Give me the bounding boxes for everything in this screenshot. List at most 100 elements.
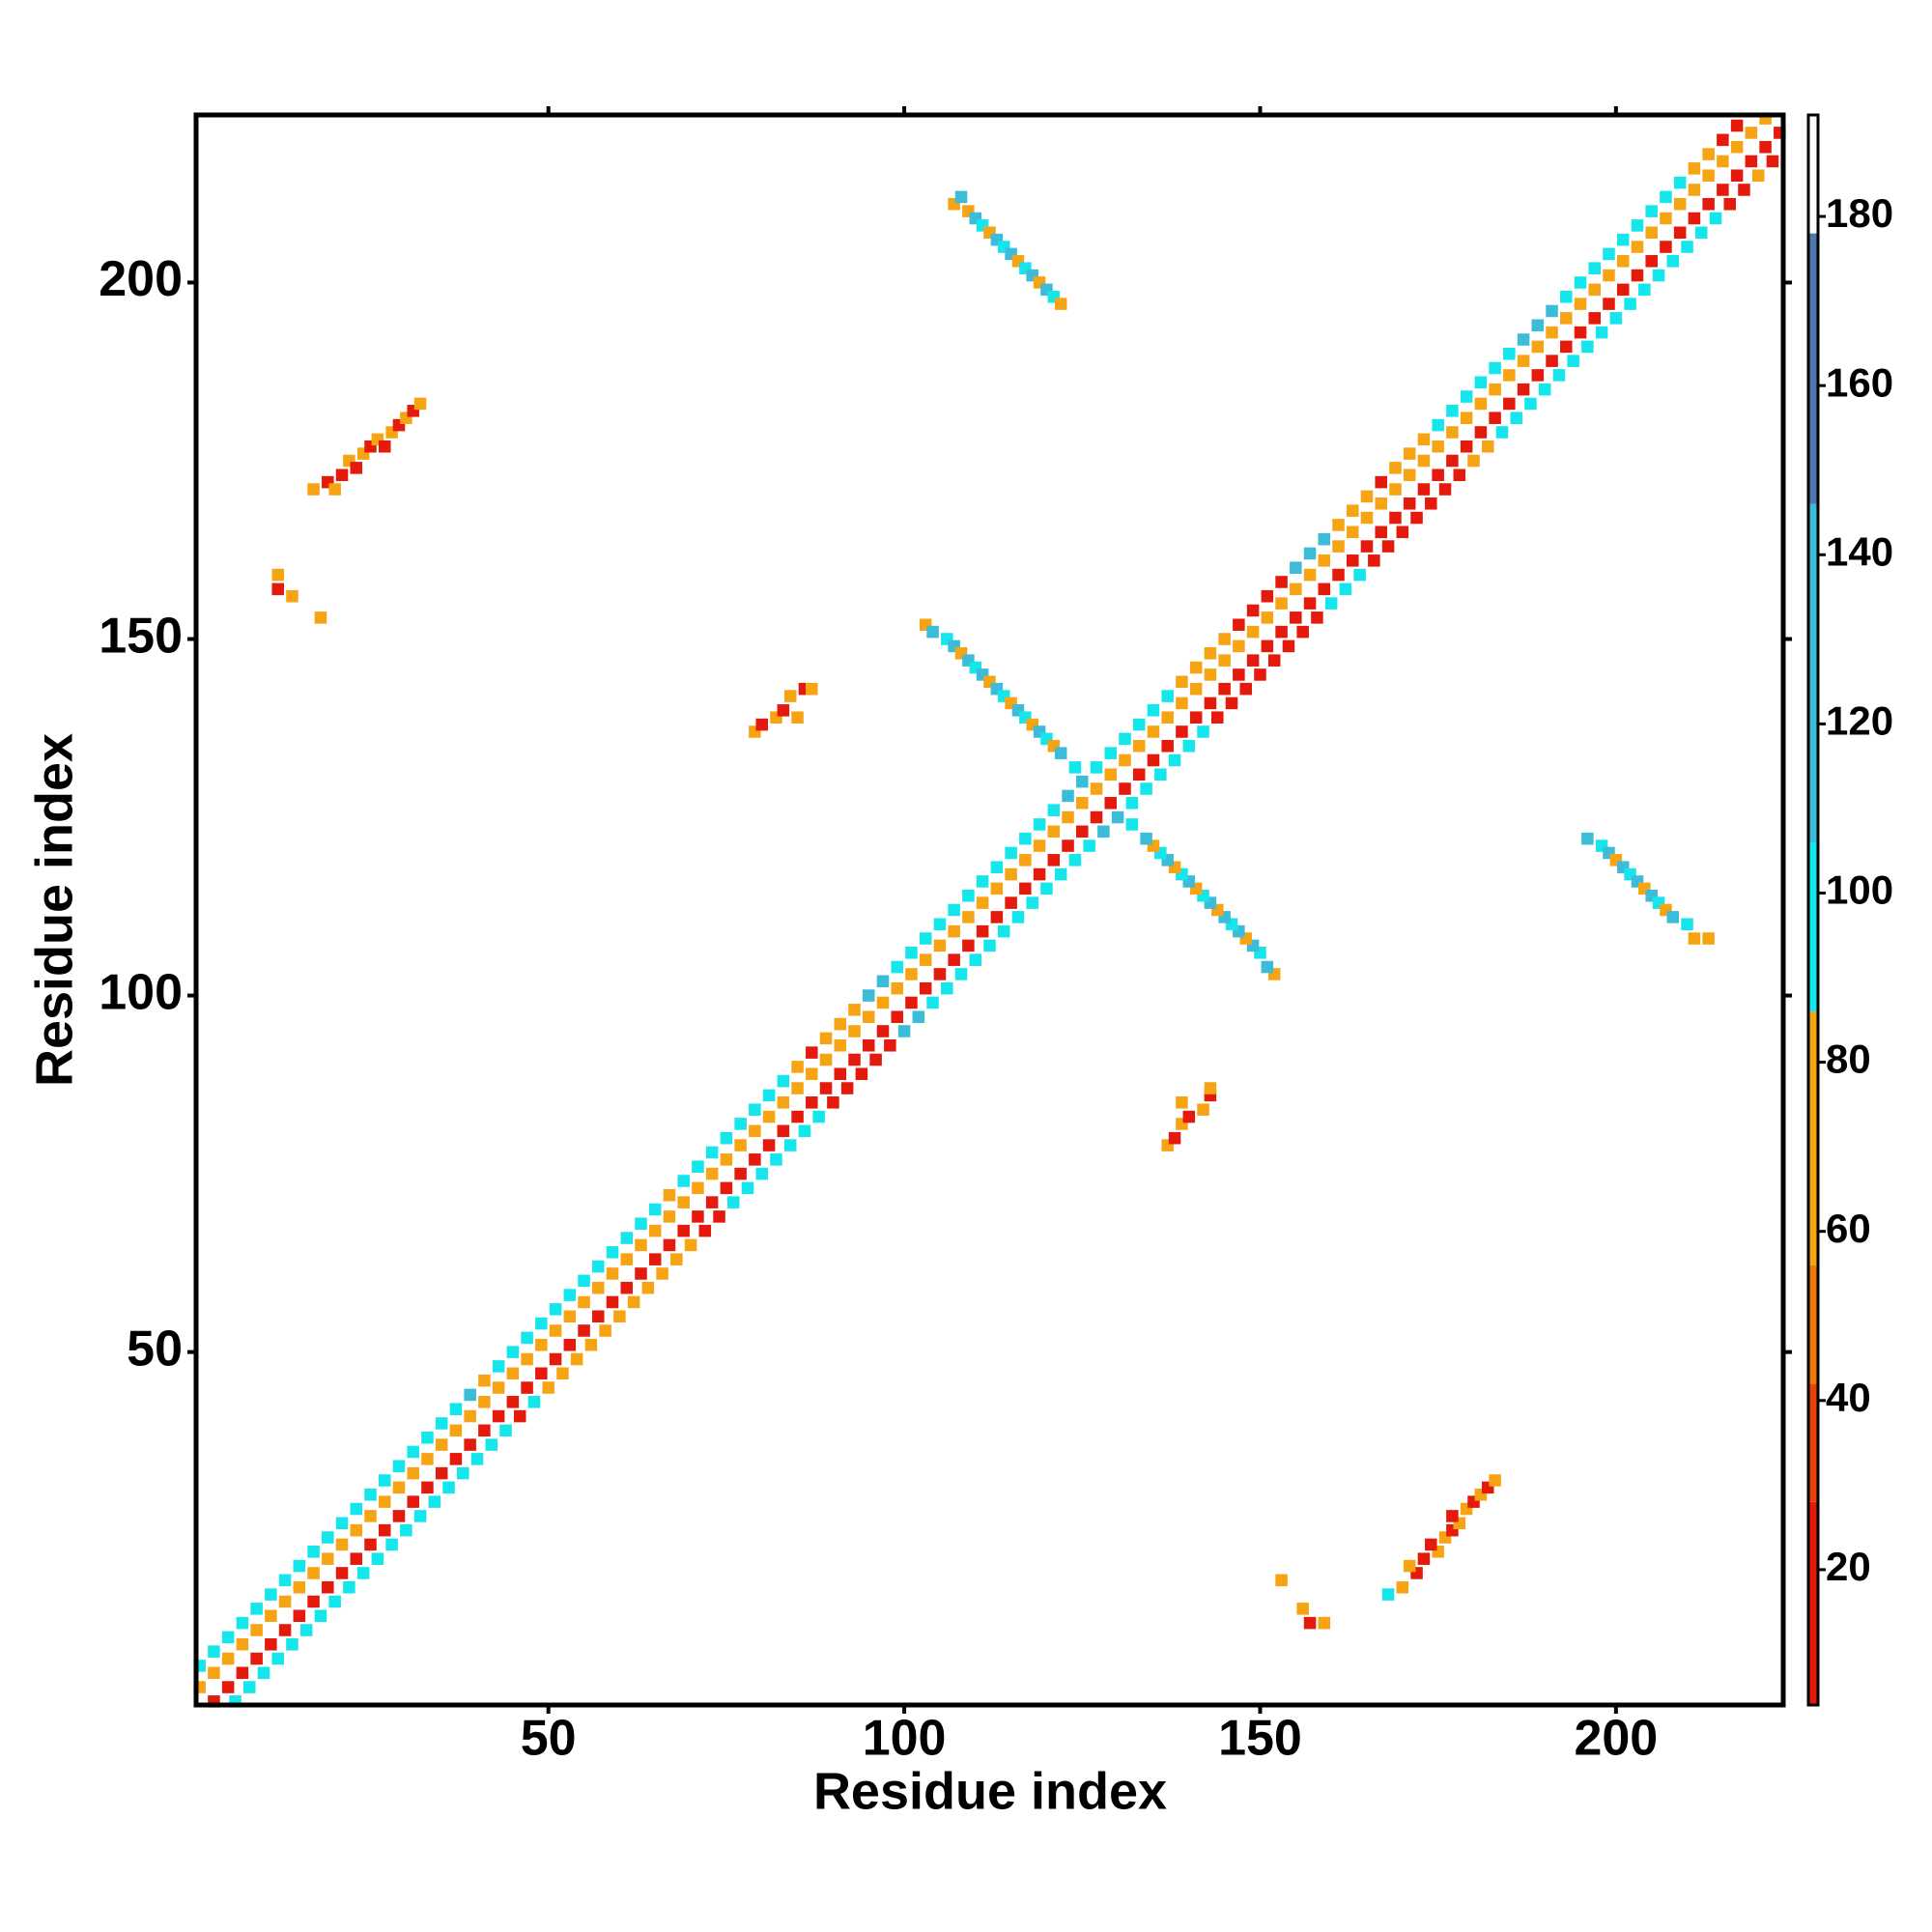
colorbar-tick-label: 180 xyxy=(1826,190,1893,236)
heatmap-cell xyxy=(549,1303,562,1316)
heatmap-cell xyxy=(1375,526,1387,539)
heatmap-cell xyxy=(1011,911,1025,923)
heatmap-cell xyxy=(891,981,903,995)
heatmap-cell xyxy=(478,1424,491,1437)
heatmap-cell xyxy=(250,1603,263,1615)
heatmap-cell xyxy=(1645,226,1658,240)
heatmap-cell xyxy=(1574,276,1587,289)
heatmap-cell xyxy=(1189,711,1203,724)
heatmap-cell xyxy=(335,469,349,482)
heatmap-cell xyxy=(1218,682,1231,696)
colorbar-segment xyxy=(1808,1383,1818,1502)
heatmap-cell xyxy=(549,1324,562,1337)
heatmap-cell xyxy=(891,960,903,974)
heatmap-cell xyxy=(535,1338,548,1351)
heatmap-cell xyxy=(1303,568,1317,582)
heatmap-cell xyxy=(762,1139,776,1151)
heatmap-cell xyxy=(271,1652,284,1665)
heatmap-cell xyxy=(1054,867,1067,881)
heatmap-cell xyxy=(299,1624,313,1636)
heatmap-cell xyxy=(791,1110,804,1123)
heatmap-cell xyxy=(521,1331,533,1345)
heatmap-cell xyxy=(1446,454,1459,468)
heatmap-cell xyxy=(1161,739,1174,753)
heatmap-cell xyxy=(635,1238,647,1252)
heatmap-cell xyxy=(1417,454,1431,468)
heatmap-cell xyxy=(1303,1616,1317,1630)
heatmap-cell xyxy=(620,1281,634,1294)
heatmap-cell xyxy=(378,440,391,453)
heatmap-cell xyxy=(236,1637,249,1651)
heatmap-cell xyxy=(350,1552,363,1565)
heatmap-cell xyxy=(783,690,797,702)
heatmap-cell xyxy=(1688,162,1701,175)
x-tick-label: 150 xyxy=(1218,1711,1302,1767)
heatmap-cell xyxy=(1666,911,1680,923)
y-tick-label: 50 xyxy=(127,1321,183,1377)
heatmap-cell xyxy=(606,1295,619,1309)
heatmap-cell xyxy=(1389,511,1402,525)
colorbar-segment xyxy=(1808,841,1818,1012)
heatmap-cell xyxy=(278,1574,292,1587)
heatmap-cell xyxy=(1375,475,1387,489)
heatmap-cell xyxy=(1751,169,1765,183)
heatmap-cell xyxy=(1346,554,1359,567)
heatmap-cell xyxy=(343,1580,355,1594)
heatmap-cell xyxy=(1282,639,1295,653)
heatmap-cell xyxy=(713,1210,725,1223)
heatmap-cell xyxy=(1410,511,1423,525)
heatmap-cell xyxy=(954,968,968,980)
heatmap-cell xyxy=(1631,269,1644,282)
heatmap-cell xyxy=(407,1495,419,1508)
heatmap-cell xyxy=(919,981,932,995)
y-tick-label: 200 xyxy=(99,251,183,307)
x-tick-label: 200 xyxy=(1574,1711,1658,1767)
heatmap-cell xyxy=(734,1118,747,1130)
heatmap-cell xyxy=(1717,184,1729,196)
heatmap-cell xyxy=(1574,298,1587,310)
heatmap-cell xyxy=(1503,347,1516,360)
heatmap-cell xyxy=(1246,625,1260,639)
heatmap-cell xyxy=(1489,361,1501,375)
heatmap-cell xyxy=(1702,197,1715,211)
heatmap-cell xyxy=(1552,369,1566,382)
heatmap-cell xyxy=(1275,597,1288,610)
heatmap-cell xyxy=(941,981,953,995)
heatmap-cell xyxy=(556,1367,569,1380)
heatmap-cell xyxy=(578,1295,590,1309)
heatmap-cell xyxy=(521,1381,533,1394)
heatmap-cell xyxy=(933,918,947,931)
heatmap-cell xyxy=(1702,169,1715,183)
heatmap-cell xyxy=(250,1624,263,1636)
heatmap-cell xyxy=(933,939,947,952)
heatmap-cell xyxy=(990,861,1004,873)
heatmap-cell xyxy=(1261,639,1274,653)
heatmap-cell xyxy=(464,1438,476,1451)
heatmap-cell xyxy=(1688,212,1701,225)
heatmap-cell xyxy=(1076,825,1089,838)
heatmap-cell xyxy=(862,1038,875,1052)
heatmap-cell xyxy=(848,1004,861,1016)
heatmap-cell xyxy=(592,1260,605,1273)
heatmap-cell xyxy=(1040,882,1053,895)
heatmap-cell xyxy=(734,1167,747,1180)
heatmap-cell xyxy=(1233,668,1245,681)
heatmap-cell xyxy=(1125,818,1139,831)
heatmap-cell xyxy=(1567,355,1579,367)
heatmap-cell xyxy=(1766,155,1779,168)
heatmap-cell xyxy=(584,1338,598,1351)
heatmap-cell xyxy=(1204,668,1217,681)
x-tick-label: 50 xyxy=(521,1711,577,1767)
heatmap-cell xyxy=(954,190,968,204)
heatmap-cell xyxy=(421,1453,434,1465)
heatmap-cell xyxy=(1033,867,1046,881)
heatmap-cell xyxy=(286,589,298,603)
y-axis-title: Residue index xyxy=(25,733,83,1087)
heatmap-cell xyxy=(392,1481,406,1494)
heatmap-cell xyxy=(948,924,960,938)
heatmap-cell xyxy=(962,889,975,902)
heatmap-cell xyxy=(1681,241,1693,253)
heatmap-cell xyxy=(1176,696,1188,710)
heatmap-cell xyxy=(271,568,284,582)
heatmap-cell xyxy=(1161,690,1174,702)
